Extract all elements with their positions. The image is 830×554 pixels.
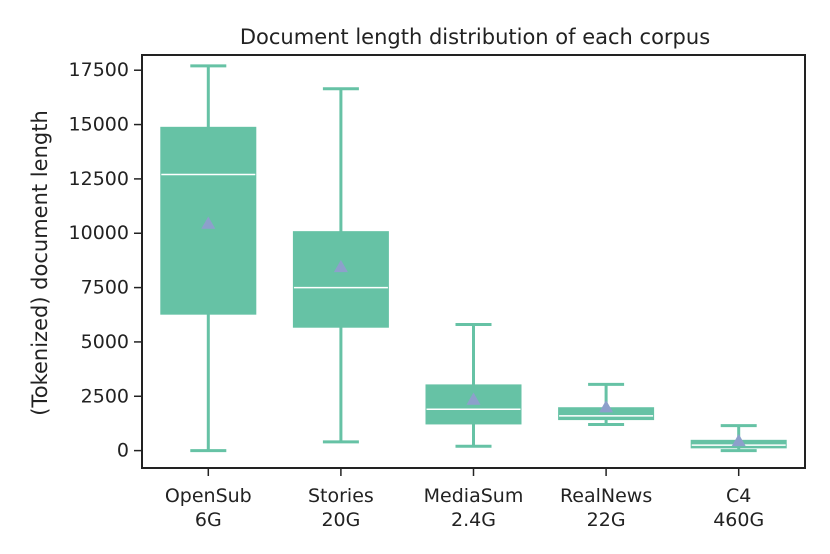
plot-area: 0 2500 5000 7500 10000 12500 15000 17500 OpenSub… bbox=[69, 59, 787, 531]
plot-frame bbox=[141, 54, 806, 469]
y-tick-label: 15000 bbox=[69, 114, 129, 136]
mean-marker bbox=[731, 433, 746, 447]
y-tick-label: 2500 bbox=[81, 385, 129, 407]
x-tick-label: MediaSum bbox=[424, 485, 524, 507]
x-tick-label: RealNews bbox=[560, 485, 652, 507]
y-tick-label: 0 bbox=[117, 440, 129, 462]
y-axis-label: (Tokenized) document length bbox=[28, 110, 52, 415]
y-tick-label: 5000 bbox=[81, 331, 129, 353]
x-tick-size-label: 2.4G bbox=[451, 509, 496, 531]
x-tick-label: C4 bbox=[726, 485, 751, 507]
box-iqr bbox=[292, 231, 389, 328]
x-tick-size-label: 460G bbox=[713, 509, 764, 531]
mean-marker bbox=[599, 400, 614, 413]
mean-marker bbox=[466, 392, 481, 405]
mean-marker bbox=[333, 259, 348, 273]
y-tick-label: 7500 bbox=[81, 277, 129, 299]
x-tick-label: OpenSub bbox=[165, 485, 252, 507]
chart-title: Document length distribution of each cor… bbox=[240, 25, 710, 49]
box-iqr bbox=[425, 384, 522, 425]
mean-marker bbox=[201, 216, 216, 229]
y-tick-label: 12500 bbox=[69, 168, 129, 190]
x-tick-size-label: 22G bbox=[587, 509, 626, 531]
x-tick-size-label: 6G bbox=[195, 509, 222, 531]
y-tick-label: 10000 bbox=[69, 222, 129, 244]
y-tick-label: 17500 bbox=[69, 59, 129, 81]
x-tick-size-label: 20G bbox=[321, 509, 360, 531]
x-tick-label: Stories bbox=[308, 485, 374, 507]
